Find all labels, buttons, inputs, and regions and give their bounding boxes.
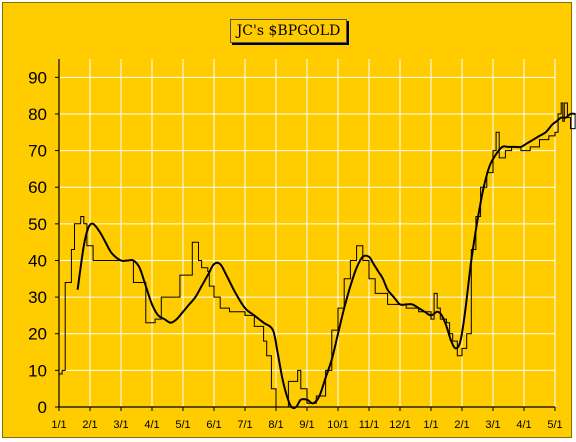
y-tick-label: 10 (28, 361, 47, 380)
series-layer (59, 102, 576, 410)
y-tick-label: 30 (28, 288, 47, 307)
series-line-step (59, 102, 576, 408)
y-tick-label: 70 (28, 142, 47, 161)
chart-title: JC's $BPGOLD (230, 19, 347, 43)
x-tick-label: 1/1 (423, 419, 438, 431)
y-tick-label: 40 (28, 251, 47, 270)
tick-label-layer: 1/1 2/1 3/1 4/1 5/1 6/1 7/1 8/1 9/1 10/1 11/1 12/1 1… (28, 68, 563, 431)
x-tick-label: 3/1 (485, 419, 500, 431)
x-tick-label: 4/1 (144, 419, 159, 431)
x-tick-label: 12/1 (389, 419, 410, 431)
axis-layer (55, 59, 556, 411)
x-tick-label: 7/1 (237, 419, 252, 431)
x-tick-label: 3/1 (113, 419, 128, 431)
x-tick-label: 2/1 (454, 419, 469, 431)
y-tick-label: 90 (28, 68, 47, 87)
x-tick-label: 5/1 (175, 419, 190, 431)
x-tick-label: 9/1 (299, 419, 314, 431)
series-line-smooth (76, 112, 576, 410)
y-tick-label: 80 (28, 105, 47, 124)
x-tick-label: 10/1 (327, 419, 348, 431)
y-tick-label: 0 (38, 398, 47, 417)
x-tick-label: 8/1 (268, 419, 283, 431)
x-tick-label: 1/1 (51, 419, 66, 431)
y-tick-label: 50 (28, 215, 47, 234)
x-tick-label: 4/1 (516, 419, 531, 431)
grid-layer (59, 59, 556, 407)
x-tick-label: 2/1 (82, 419, 97, 431)
x-tick-label: 11/1 (359, 419, 380, 431)
x-tick-label: 6/1 (206, 419, 221, 431)
y-tick-label: 60 (28, 178, 47, 197)
x-tick-label: 5/1 (547, 419, 562, 431)
y-tick-label: 20 (28, 325, 47, 344)
